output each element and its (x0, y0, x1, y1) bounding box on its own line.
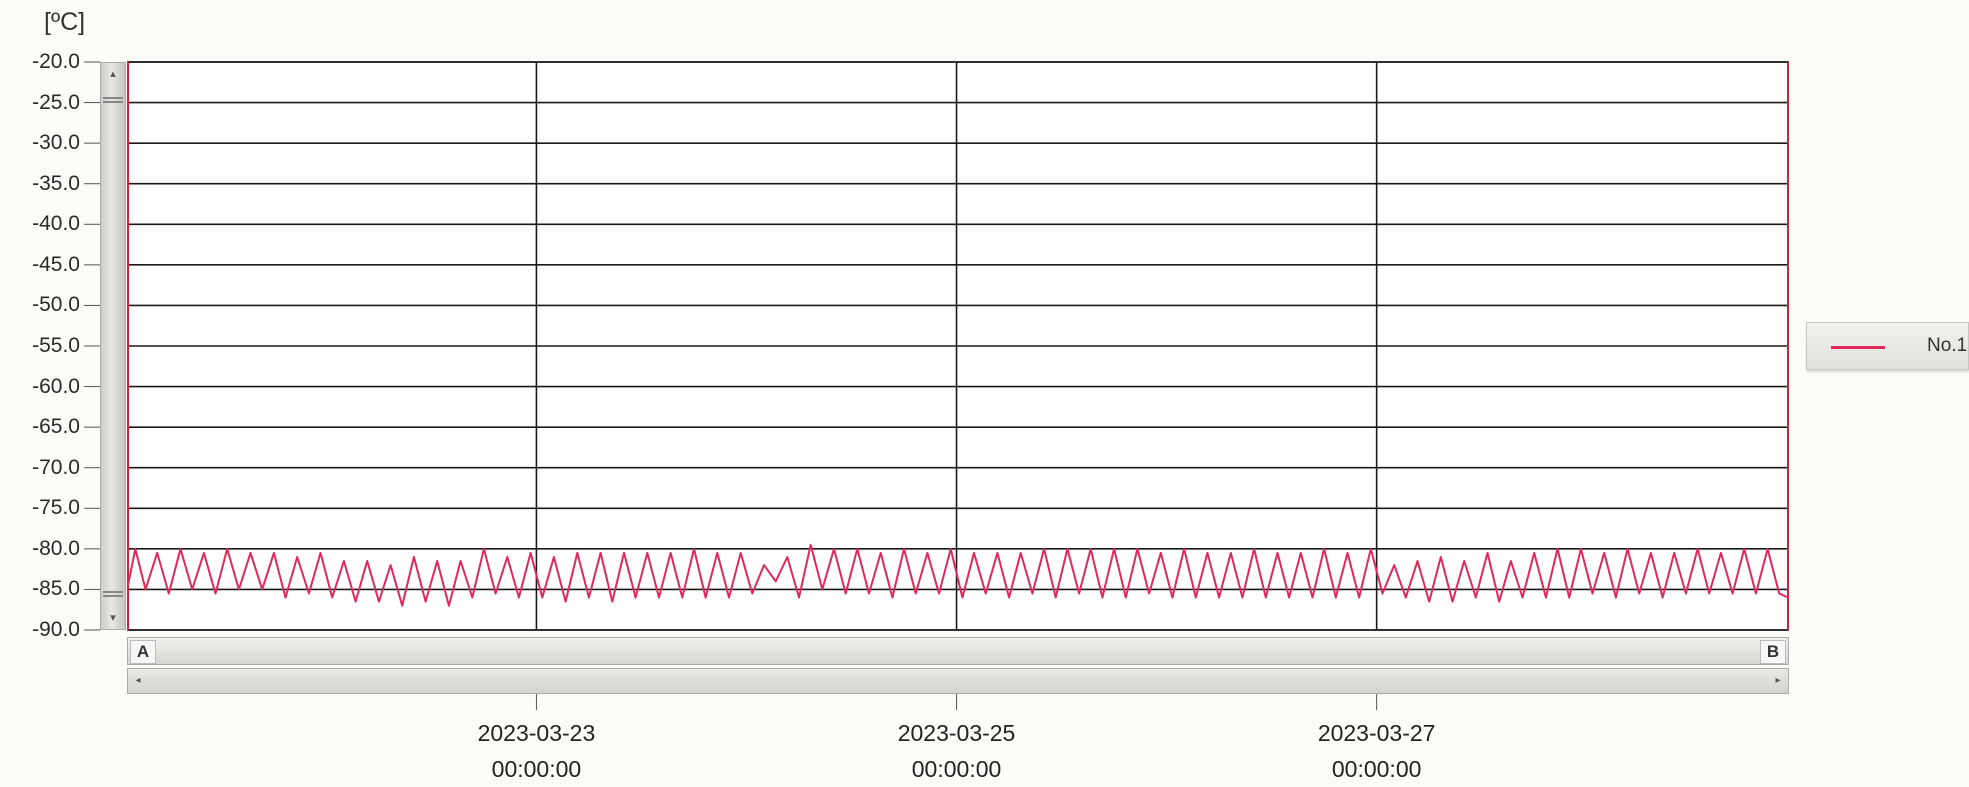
scroll-thumb-bottom-grip[interactable] (103, 591, 123, 593)
y-tick-label: -60.0 (32, 374, 80, 398)
x-tick-time: 00:00:00 (1331, 756, 1422, 782)
scroll-right-arrow-icon[interactable]: ▸ (1775, 675, 1781, 686)
vertical-scrollbar[interactable]: ▴ ▾ (100, 62, 126, 630)
x-tick-date: 2023-03-27 (1317, 720, 1436, 746)
y-tick-label: -35.0 (32, 171, 80, 195)
scroll-thumb-top-grip[interactable] (103, 97, 123, 99)
horizontal-scrollbar[interactable]: ◂ ▸ (127, 668, 1789, 694)
y-tick-label: -85.0 (32, 577, 80, 601)
marker-b-label[interactable]: B (1760, 640, 1786, 664)
scroll-thumb-top-grip-2[interactable] (103, 101, 123, 103)
legend: No.1 (1806, 322, 1969, 370)
y-tick-label: -80.0 (32, 536, 80, 560)
y-tick-label: -30.0 (32, 131, 80, 155)
y-tick-label: -20.0 (32, 50, 80, 73)
x-tick-time: 00:00:00 (491, 756, 582, 782)
y-tick-label: -70.0 (32, 455, 80, 479)
x-tick-time: 00:00:00 (911, 756, 1002, 782)
y-tick-label: -65.0 (32, 415, 80, 439)
y-axis-unit-label: [ºC] (44, 8, 86, 36)
x-tick-date: 2023-03-23 (477, 720, 596, 746)
y-tick-label: -75.0 (32, 496, 80, 520)
y-tick-label: -90.0 (32, 618, 80, 641)
scroll-up-arrow-icon[interactable]: ▴ (110, 68, 116, 80)
legend-label-no1: No.1 (1927, 335, 1968, 356)
marker-a-label[interactable]: A (130, 640, 156, 664)
scroll-down-arrow-icon[interactable]: ▾ (110, 612, 116, 624)
y-tick-label: -40.0 (32, 212, 80, 236)
y-tick-label: -55.0 (32, 334, 80, 357)
y-tick-label: -25.0 (32, 90, 80, 114)
y-tick-label: -50.0 (32, 293, 80, 317)
y-tick-label: -45.0 (32, 252, 80, 276)
x-tick-date: 2023-03-25 (897, 720, 1016, 746)
series-line-no1 (127, 543, 1789, 607)
scroll-left-arrow-icon[interactable]: ◂ (135, 675, 141, 686)
legend-swatch-no1 (1831, 346, 1885, 349)
scroll-thumb-bottom-grip-2[interactable] (103, 595, 123, 597)
range-marker-bar[interactable]: A B (127, 637, 1789, 665)
